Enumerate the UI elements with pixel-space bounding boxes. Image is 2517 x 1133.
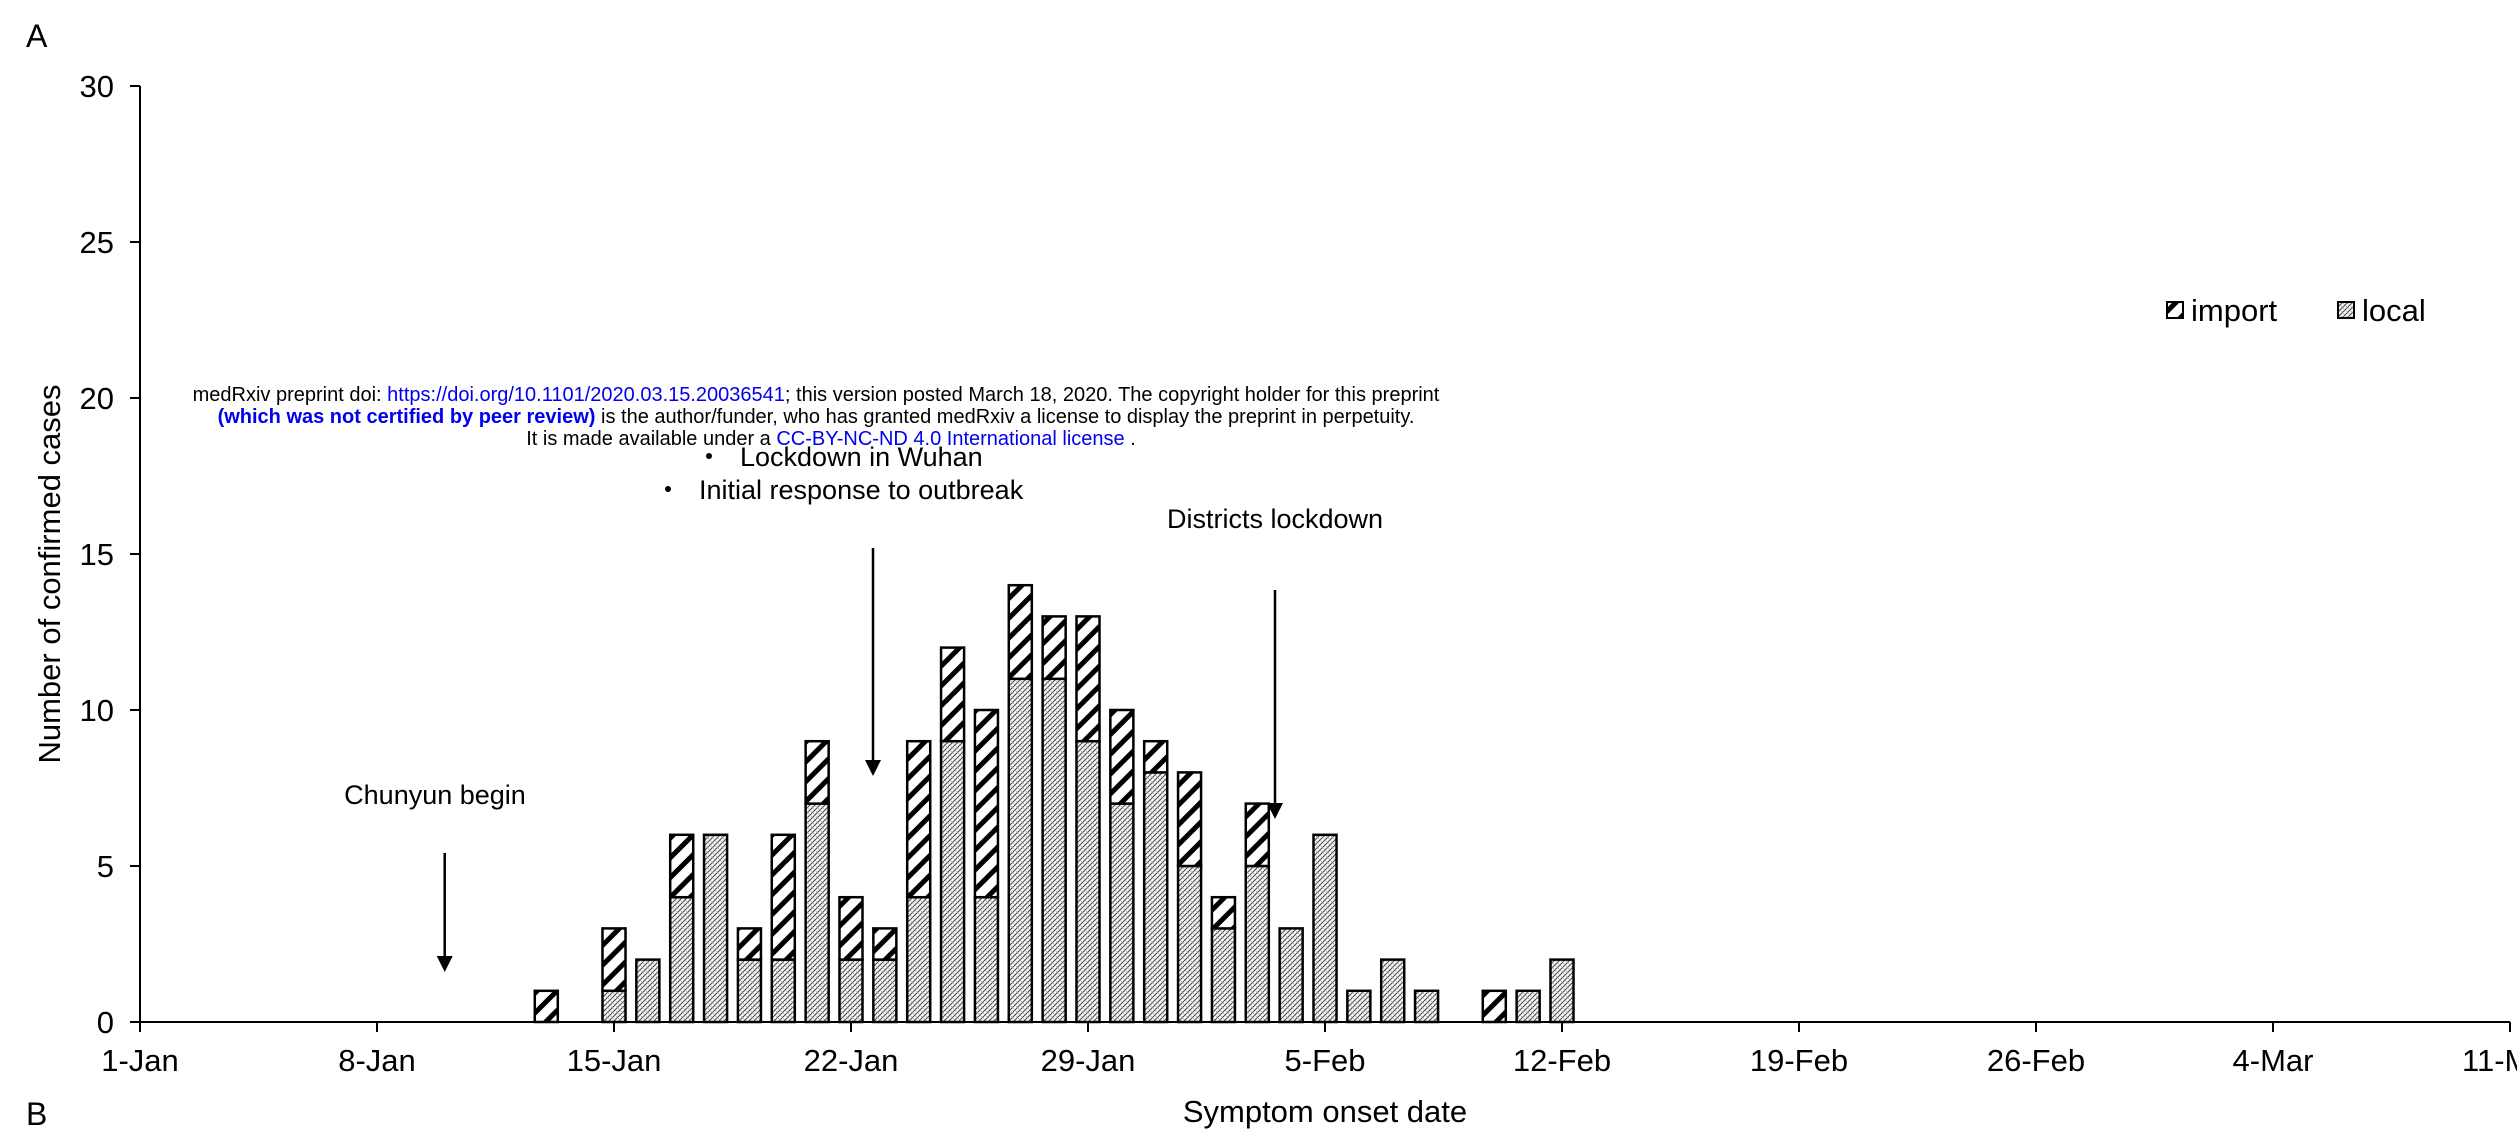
- y-axis-title: Number of confirmed cases: [32, 384, 67, 763]
- banner-line1-suffix: ; this version posted March 18, 2020. Th…: [784, 384, 1440, 406]
- bar-local-2-Feb: [1210, 927, 1237, 1024]
- bar-import-21-Jan: [804, 739, 830, 805]
- bar-local-12-Feb: [1549, 958, 1575, 1024]
- x-tick-label: 8-Jan: [338, 1043, 416, 1078]
- bar-local-17-Jan: [668, 895, 695, 1024]
- bar-local-18-Jan: [702, 833, 729, 1024]
- x-tick-label: 19-Feb: [1750, 1043, 1848, 1078]
- bar-import-3-Feb: [1244, 802, 1271, 868]
- bar-local-6-Feb: [1346, 989, 1372, 1024]
- bar-local-27-Jan: [1007, 677, 1034, 1024]
- bar-import-1-Feb: [1176, 771, 1203, 868]
- bar-local-24-Jan: [905, 895, 932, 1024]
- bullet-lockdown-wuhan: [706, 453, 712, 459]
- bar-local-26-Jan: [973, 895, 1000, 1024]
- bar-import-25-Jan: [939, 646, 966, 743]
- annotation-chunyun-begin: Chunyun begin: [344, 780, 526, 810]
- arrow-lockdown-wuhan-head: [865, 760, 881, 776]
- bar-local-3-Feb: [1244, 864, 1271, 1024]
- legend-swatch-import: [2166, 301, 2184, 319]
- license-link[interactable]: CC-BY-NC-ND 4.0 International license: [776, 428, 1125, 450]
- bar-local-11-Feb: [1515, 989, 1541, 1024]
- bar-local-15-Jan: [601, 989, 627, 1024]
- x-tick-label: 29-Jan: [1041, 1043, 1136, 1078]
- bar-local-20-Jan: [770, 958, 797, 1024]
- peer-review-notice: (which was not certified by peer review): [217, 406, 596, 428]
- x-tick-label: 15-Jan: [567, 1043, 662, 1078]
- bar-local-1-Feb: [1176, 864, 1203, 1024]
- x-tick-label: 5-Feb: [1285, 1043, 1366, 1078]
- bar-local-7-Feb: [1379, 958, 1406, 1024]
- legend-label-import: import: [2191, 293, 2278, 328]
- bar-import-2-Feb: [1210, 895, 1237, 930]
- banner-line2-suffix: is the author/funder, who has granted me…: [595, 406, 1415, 428]
- bar-local-22-Jan: [838, 958, 864, 1024]
- bar-local-30-Jan: [1109, 802, 1135, 1024]
- bar-local-25-Jan: [939, 739, 966, 1024]
- banner-line-3: It is made available under a CC-BY-NC-ND…: [100, 428, 1532, 450]
- x-tick-label: 1-Jan: [101, 1043, 179, 1078]
- arrow-districts-lockdown-head: [1267, 803, 1283, 819]
- y-tick-label: 30: [80, 69, 114, 104]
- bar-local-31-Jan: [1142, 771, 1169, 1024]
- y-tick-label: 0: [97, 1005, 114, 1040]
- y-tick-label: 5: [97, 849, 114, 884]
- bar-import-15-Jan: [601, 927, 627, 993]
- bar-import-19-Jan: [736, 927, 763, 961]
- bar-import-20-Jan: [770, 833, 797, 961]
- panel-label-a: A: [26, 18, 48, 54]
- legend-swatch-local: [2337, 301, 2355, 319]
- bar-import-10-Feb: [1481, 989, 1508, 1024]
- x-tick-label: 4-Mar: [2233, 1043, 2314, 1078]
- annotation-districts-lockdown: Districts lockdown: [1167, 504, 1383, 534]
- bar-import-30-Jan: [1109, 708, 1135, 805]
- bar-local-21-Jan: [804, 802, 830, 1024]
- banner-line-2: (which was not certified by peer review)…: [100, 406, 1532, 428]
- bar-import-13-Jan: [533, 989, 560, 1024]
- bar-import-23-Jan: [872, 927, 898, 961]
- bar-import-28-Jan: [1041, 615, 1067, 681]
- x-tick-label: 12-Feb: [1513, 1043, 1611, 1078]
- y-tick-label: 15: [80, 537, 114, 572]
- bar-import-31-Jan: [1142, 739, 1169, 774]
- y-tick-label: 25: [80, 225, 114, 260]
- y-tick-label: 20: [80, 381, 114, 416]
- annotation-initial-response: Initial response to outbreak: [699, 475, 1024, 505]
- bar-import-29-Jan: [1075, 615, 1101, 743]
- bar-local-4-Feb: [1278, 927, 1304, 1024]
- panel-label-b: B: [26, 1096, 48, 1132]
- bar-local-28-Jan: [1041, 677, 1067, 1024]
- bar-import-27-Jan: [1007, 583, 1034, 681]
- preprint-banner: medRxiv preprint doi: https://doi.org/10…: [100, 384, 1532, 450]
- bar-import-24-Jan: [905, 739, 932, 899]
- doi-link[interactable]: https://doi.org/10.1101/2020.03.15.20036…: [387, 384, 785, 406]
- arrow-chunyun-head: [436, 956, 453, 972]
- bar-local-29-Jan: [1075, 739, 1101, 1024]
- bars: [533, 583, 1575, 1024]
- banner-line3-suffix: .: [1124, 428, 1136, 450]
- bar-local-5-Feb: [1312, 833, 1338, 1024]
- bar-local-8-Feb: [1413, 989, 1440, 1024]
- x-tick-label: 22-Jan: [804, 1043, 899, 1078]
- banner-line3-prefix: It is made available under a: [526, 428, 777, 450]
- legend: import local: [2166, 293, 2426, 328]
- banner-line-1: medRxiv preprint doi: https://doi.org/10…: [100, 384, 1532, 406]
- x-axis-title: Symptom onset date: [1183, 1094, 1467, 1129]
- legend-label-local: local: [2362, 293, 2426, 328]
- x-tick-label: 11-Mar: [2462, 1043, 2517, 1078]
- bar-import-17-Jan: [668, 833, 695, 899]
- annotation-lockdown-wuhan: Lockdown in Wuhan: [740, 442, 983, 472]
- bar-local-23-Jan: [872, 958, 898, 1024]
- bullet-initial-response: [665, 486, 671, 492]
- x-tick-label: 26-Feb: [1987, 1043, 2085, 1078]
- bar-local-19-Jan: [736, 958, 763, 1024]
- banner-line1-prefix: medRxiv preprint doi:: [192, 384, 388, 406]
- bar-import-26-Jan: [973, 708, 1000, 899]
- bar-import-22-Jan: [838, 895, 864, 961]
- y-tick-label: 10: [80, 693, 114, 728]
- bar-local-16-Jan: [635, 958, 661, 1024]
